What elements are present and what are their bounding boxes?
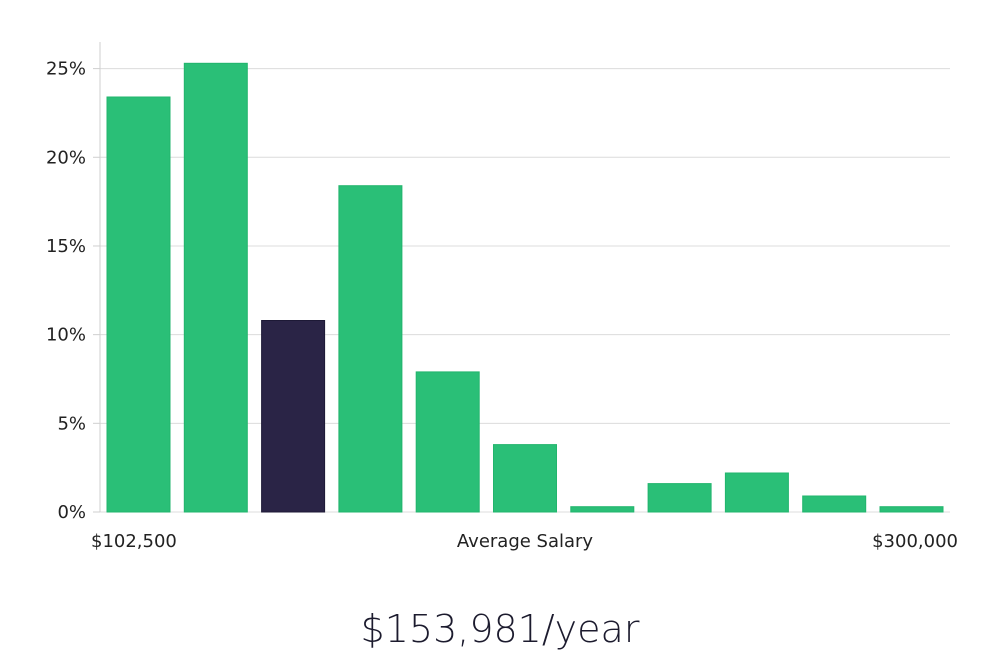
x-axis-title: Average Salary (457, 531, 594, 552)
y-tick-label: 5% (57, 413, 86, 434)
bar (106, 96, 171, 513)
bar (570, 506, 635, 513)
y-tick-label: 0% (57, 502, 86, 523)
x-axis-min-label: $102,500 (91, 531, 177, 552)
bar (338, 185, 403, 513)
salary-histogram: 0% 5% 10% 15% 20% 25% $102,500 Average Salary… (46, 42, 958, 552)
y-tick-label: 10% (46, 325, 86, 346)
average-salary-headline: $153,981/year (360, 607, 640, 651)
bar (183, 62, 248, 513)
bars (106, 62, 944, 513)
bar (879, 506, 944, 513)
bar (647, 483, 712, 513)
y-tick-label: 15% (46, 236, 86, 257)
bar (415, 371, 480, 513)
x-axis-max-label: $300,000 (872, 531, 958, 552)
y-axis-ticks: 0% 5% 10% 15% 20% 25% (46, 59, 100, 523)
bar (724, 472, 789, 513)
y-tick-label: 20% (46, 147, 86, 168)
bar-highlighted (261, 320, 326, 513)
bar (802, 495, 867, 513)
y-tick-label: 25% (46, 59, 86, 80)
bar (493, 444, 557, 513)
